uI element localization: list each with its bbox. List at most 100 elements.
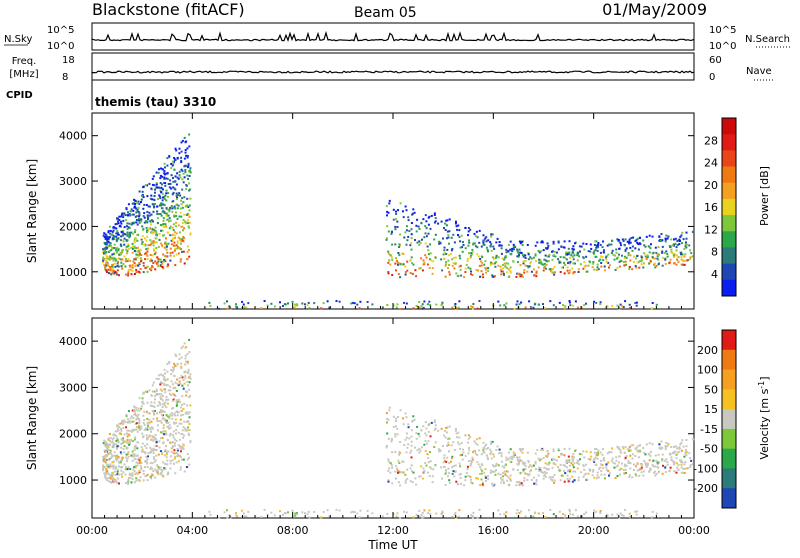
data-point <box>568 477 571 480</box>
data-point <box>184 375 187 378</box>
data-point <box>247 510 250 513</box>
data-point <box>131 409 134 412</box>
data-point <box>181 178 184 181</box>
data-point <box>588 260 591 263</box>
data-point <box>513 453 516 456</box>
data-point <box>664 240 667 243</box>
data-point <box>132 247 134 250</box>
data-point <box>129 468 132 470</box>
data-point <box>151 390 154 393</box>
data-point <box>563 480 566 483</box>
data-point <box>480 453 483 456</box>
data-point <box>670 456 673 459</box>
data-point <box>107 265 110 267</box>
data-point <box>174 457 176 460</box>
data-point <box>107 240 110 243</box>
data-point <box>470 273 472 276</box>
data-point <box>497 264 500 267</box>
data-point <box>532 268 535 271</box>
data-point <box>568 253 571 256</box>
data-point <box>604 477 606 480</box>
data-point <box>132 468 135 471</box>
data-point <box>500 478 503 481</box>
data-point <box>235 514 238 517</box>
data-point <box>539 468 542 471</box>
data-point <box>141 401 143 404</box>
data-point <box>628 448 631 451</box>
data-point <box>134 258 137 261</box>
data-point <box>133 250 136 252</box>
data-point <box>605 258 608 261</box>
data-point <box>685 237 688 240</box>
data-point <box>157 258 160 261</box>
data-point <box>386 225 389 228</box>
data-point <box>560 453 563 456</box>
data-point <box>387 437 390 440</box>
data-point <box>116 265 119 267</box>
data-point <box>571 256 574 258</box>
data-point <box>481 469 484 472</box>
data-point <box>399 276 402 279</box>
data-point <box>446 219 449 222</box>
data-point <box>516 509 519 512</box>
data-point <box>144 267 147 269</box>
data-point <box>503 258 506 261</box>
data-point <box>186 204 189 207</box>
data-point <box>226 516 229 519</box>
data-point <box>167 425 170 428</box>
data-point <box>142 215 145 217</box>
data-point <box>164 241 167 244</box>
data-point <box>546 454 549 457</box>
data-point <box>177 384 180 387</box>
data-point <box>245 306 248 309</box>
data-point <box>182 235 185 238</box>
data-point <box>136 464 139 467</box>
data-point <box>628 450 631 452</box>
data-point <box>102 467 105 470</box>
data-point <box>447 259 450 262</box>
data-point <box>595 463 598 466</box>
data-point <box>428 475 431 478</box>
data-point <box>187 206 190 208</box>
data-point <box>386 512 389 515</box>
beam-title: Beam 05 <box>354 5 417 21</box>
data-point <box>432 468 435 471</box>
data-point <box>427 232 430 235</box>
data-point <box>131 269 134 272</box>
data-point <box>208 510 211 513</box>
data-point <box>130 246 133 249</box>
data-point <box>552 462 555 464</box>
velocity-colorbar-label: Velocity [m s-1] <box>757 376 772 459</box>
data-point <box>125 453 128 456</box>
data-point <box>541 471 544 474</box>
data-point <box>133 449 136 451</box>
data-point <box>125 415 128 418</box>
data-point <box>106 236 109 238</box>
data-point <box>182 436 184 439</box>
data-point <box>134 229 137 231</box>
data-point <box>685 231 688 234</box>
data-point <box>527 461 530 464</box>
data-point <box>557 466 559 468</box>
data-point <box>410 444 413 447</box>
data-point <box>394 225 397 228</box>
data-point <box>605 260 608 263</box>
data-point <box>136 208 139 211</box>
data-point <box>105 477 108 480</box>
data-point <box>110 456 113 459</box>
data-point <box>235 303 237 306</box>
data-point <box>665 442 668 444</box>
data-point <box>129 265 131 268</box>
data-point <box>639 444 641 447</box>
data-point <box>180 207 182 210</box>
data-point <box>439 449 442 452</box>
data-point <box>473 440 476 443</box>
data-point <box>134 264 137 267</box>
freq-label-line1: Freq. <box>12 56 37 67</box>
data-point <box>111 438 114 441</box>
data-point <box>135 215 138 218</box>
data-point <box>553 273 556 276</box>
data-point <box>607 261 610 264</box>
data-point <box>655 512 658 515</box>
data-point <box>611 304 614 307</box>
